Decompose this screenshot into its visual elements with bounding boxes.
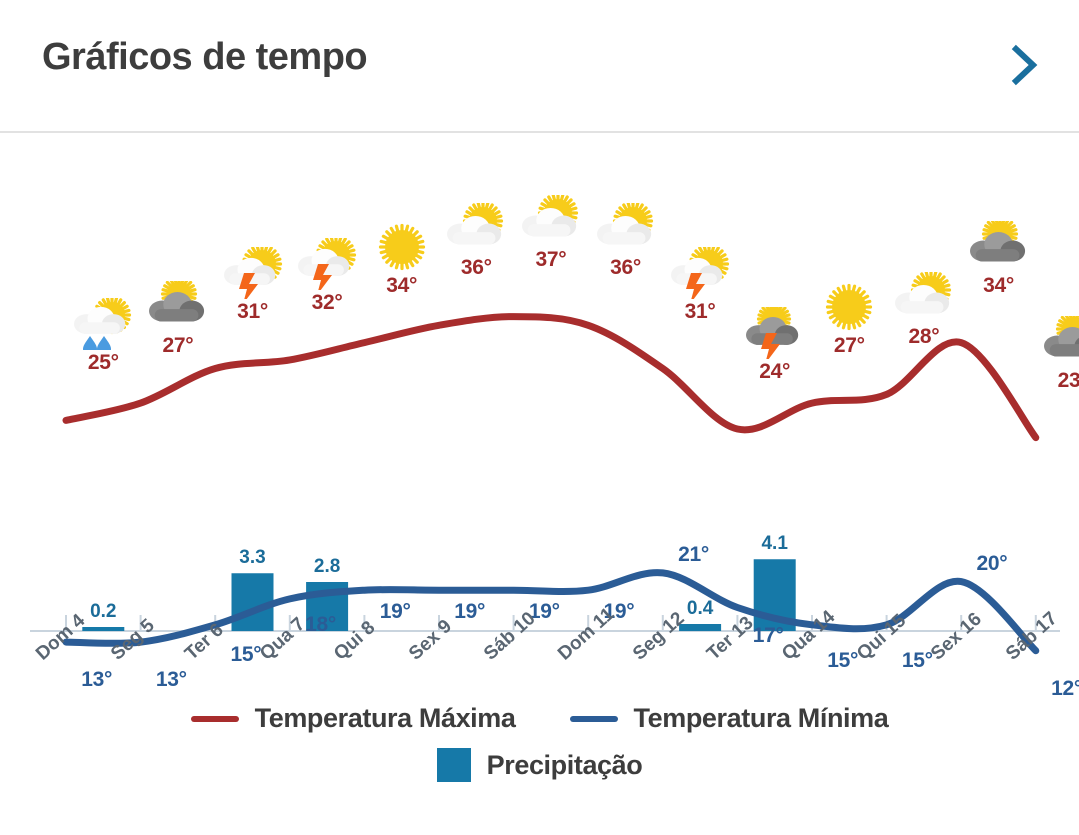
sun-cloud-icon xyxy=(447,203,504,245)
min-temperature-label: 13° xyxy=(155,668,187,692)
dark-cloud-thunder-icon xyxy=(745,307,798,359)
weather-day-column: 28° xyxy=(886,272,962,349)
min-temperature-line xyxy=(62,569,1040,655)
weather-day-column: 37° xyxy=(513,194,589,272)
legend-item-min[interactable]: Temperatura Mínima xyxy=(569,703,889,734)
min-temperature-label: 21° xyxy=(678,542,709,566)
sun-thunder-icon xyxy=(671,246,730,299)
chart-legend: Temperatura Máxima Temperatura Mínima Pr… xyxy=(0,703,1079,835)
legend-item-precip[interactable]: Precipitação xyxy=(436,748,643,782)
sun-dark-cloud-icon xyxy=(969,220,1025,262)
weather-day-column: 25° xyxy=(65,298,141,375)
legend-label-min: Temperatura Mínima xyxy=(633,703,889,733)
precipitation-value-label: 3.3 xyxy=(239,547,266,569)
max-temperature-label: 34° xyxy=(983,273,1014,297)
weather-day-column: 27° xyxy=(140,281,216,358)
red-line-swatch xyxy=(190,715,239,722)
max-temperature-label: 31° xyxy=(237,299,268,323)
min-temperature-label: 19° xyxy=(528,600,560,624)
min-temperature-label: 12° xyxy=(1051,676,1079,700)
min-temperature-label: 18° xyxy=(305,612,336,636)
sun-cloud-icon xyxy=(521,194,578,237)
precipitation-value-label: 4.1 xyxy=(761,533,788,555)
weather-day-column: 31° xyxy=(662,246,738,324)
max-temperature-label: 32° xyxy=(311,290,343,314)
min-temperature-label: 15° xyxy=(230,642,262,666)
weather-chart: 25° 27° 31° 32° 34° 36° 37° 36° xyxy=(0,133,1079,703)
sun-thunder-icon xyxy=(298,237,357,290)
precipitation-bar xyxy=(679,624,722,631)
sun-dark-cloud-icon xyxy=(148,281,204,322)
legend-row-2: Precipitação xyxy=(0,748,1079,782)
legend-label-max: Temperatura Máxima xyxy=(254,703,516,733)
page-title: Gráficos de tempo xyxy=(42,36,368,78)
max-temperature-label: 27° xyxy=(162,334,194,358)
min-temperature-label: 15° xyxy=(827,648,859,672)
precipitation-value-label: 0.4 xyxy=(686,598,714,619)
sun-cloud-icon xyxy=(894,272,951,314)
precipitation-value-label: 2.8 xyxy=(313,556,341,577)
max-temperature-label: 23° xyxy=(1057,368,1079,392)
page-header: Gráficos de tempo xyxy=(0,0,1079,133)
weather-day-column: 36° xyxy=(588,203,664,280)
max-temperature-label: 34° xyxy=(386,273,418,297)
weather-day-column: 32° xyxy=(289,237,365,315)
sun-dark-cloud-icon xyxy=(1044,315,1079,357)
chevron-right-icon[interactable] xyxy=(1001,42,1047,88)
weather-day-column: 34° xyxy=(364,221,440,298)
legend-item-max[interactable]: Temperatura Máxima xyxy=(190,703,516,734)
max-temperature-label: 36° xyxy=(610,256,641,280)
weather-day-column: 23° xyxy=(1035,315,1079,393)
sun-icon xyxy=(378,223,425,270)
max-temperature-label: 24° xyxy=(759,360,791,383)
precipitation-value-label: 0.2 xyxy=(90,601,117,622)
precipitation-bar xyxy=(82,627,125,631)
sun-rain-icon xyxy=(74,298,132,351)
min-temperature-label: 15° xyxy=(901,648,933,672)
sun-icon xyxy=(826,283,873,331)
weather-day-column: 31° xyxy=(215,246,291,324)
min-temperature-label: 19° xyxy=(454,600,486,624)
precipitation-bar xyxy=(231,573,274,631)
sun-thunder-icon xyxy=(223,246,282,299)
min-temperature-label: 20° xyxy=(976,551,1008,575)
weather-day-column: 34° xyxy=(961,220,1037,298)
max-temperature-line xyxy=(62,313,1040,442)
max-temperature-label: 27° xyxy=(833,334,865,358)
weather-day-column: 27° xyxy=(811,281,887,358)
min-temperature-label: 17° xyxy=(752,623,784,647)
min-temperature-label: 19° xyxy=(603,600,635,624)
sun-cloud-icon xyxy=(596,203,653,245)
max-temperature-label: 25° xyxy=(87,351,119,375)
weather-day-column: 36° xyxy=(438,203,514,280)
legend-label-precip: Precipitação xyxy=(486,749,643,780)
legend-row-1: Temperatura Máxima Temperatura Mínima xyxy=(0,703,1079,734)
max-temperature-label: 31° xyxy=(684,299,716,323)
min-temperature-label: 19° xyxy=(379,600,411,624)
weather-day-column: 24° xyxy=(737,307,813,384)
chart-plot-svg xyxy=(30,313,1060,655)
max-temperature-label: 28° xyxy=(908,325,940,349)
blue-box-swatch xyxy=(436,748,471,782)
max-temperature-label: 37° xyxy=(535,247,567,271)
max-temperature-label: 36° xyxy=(460,256,492,280)
min-temperature-label: 13° xyxy=(81,668,113,692)
blue-line-swatch xyxy=(569,715,618,722)
